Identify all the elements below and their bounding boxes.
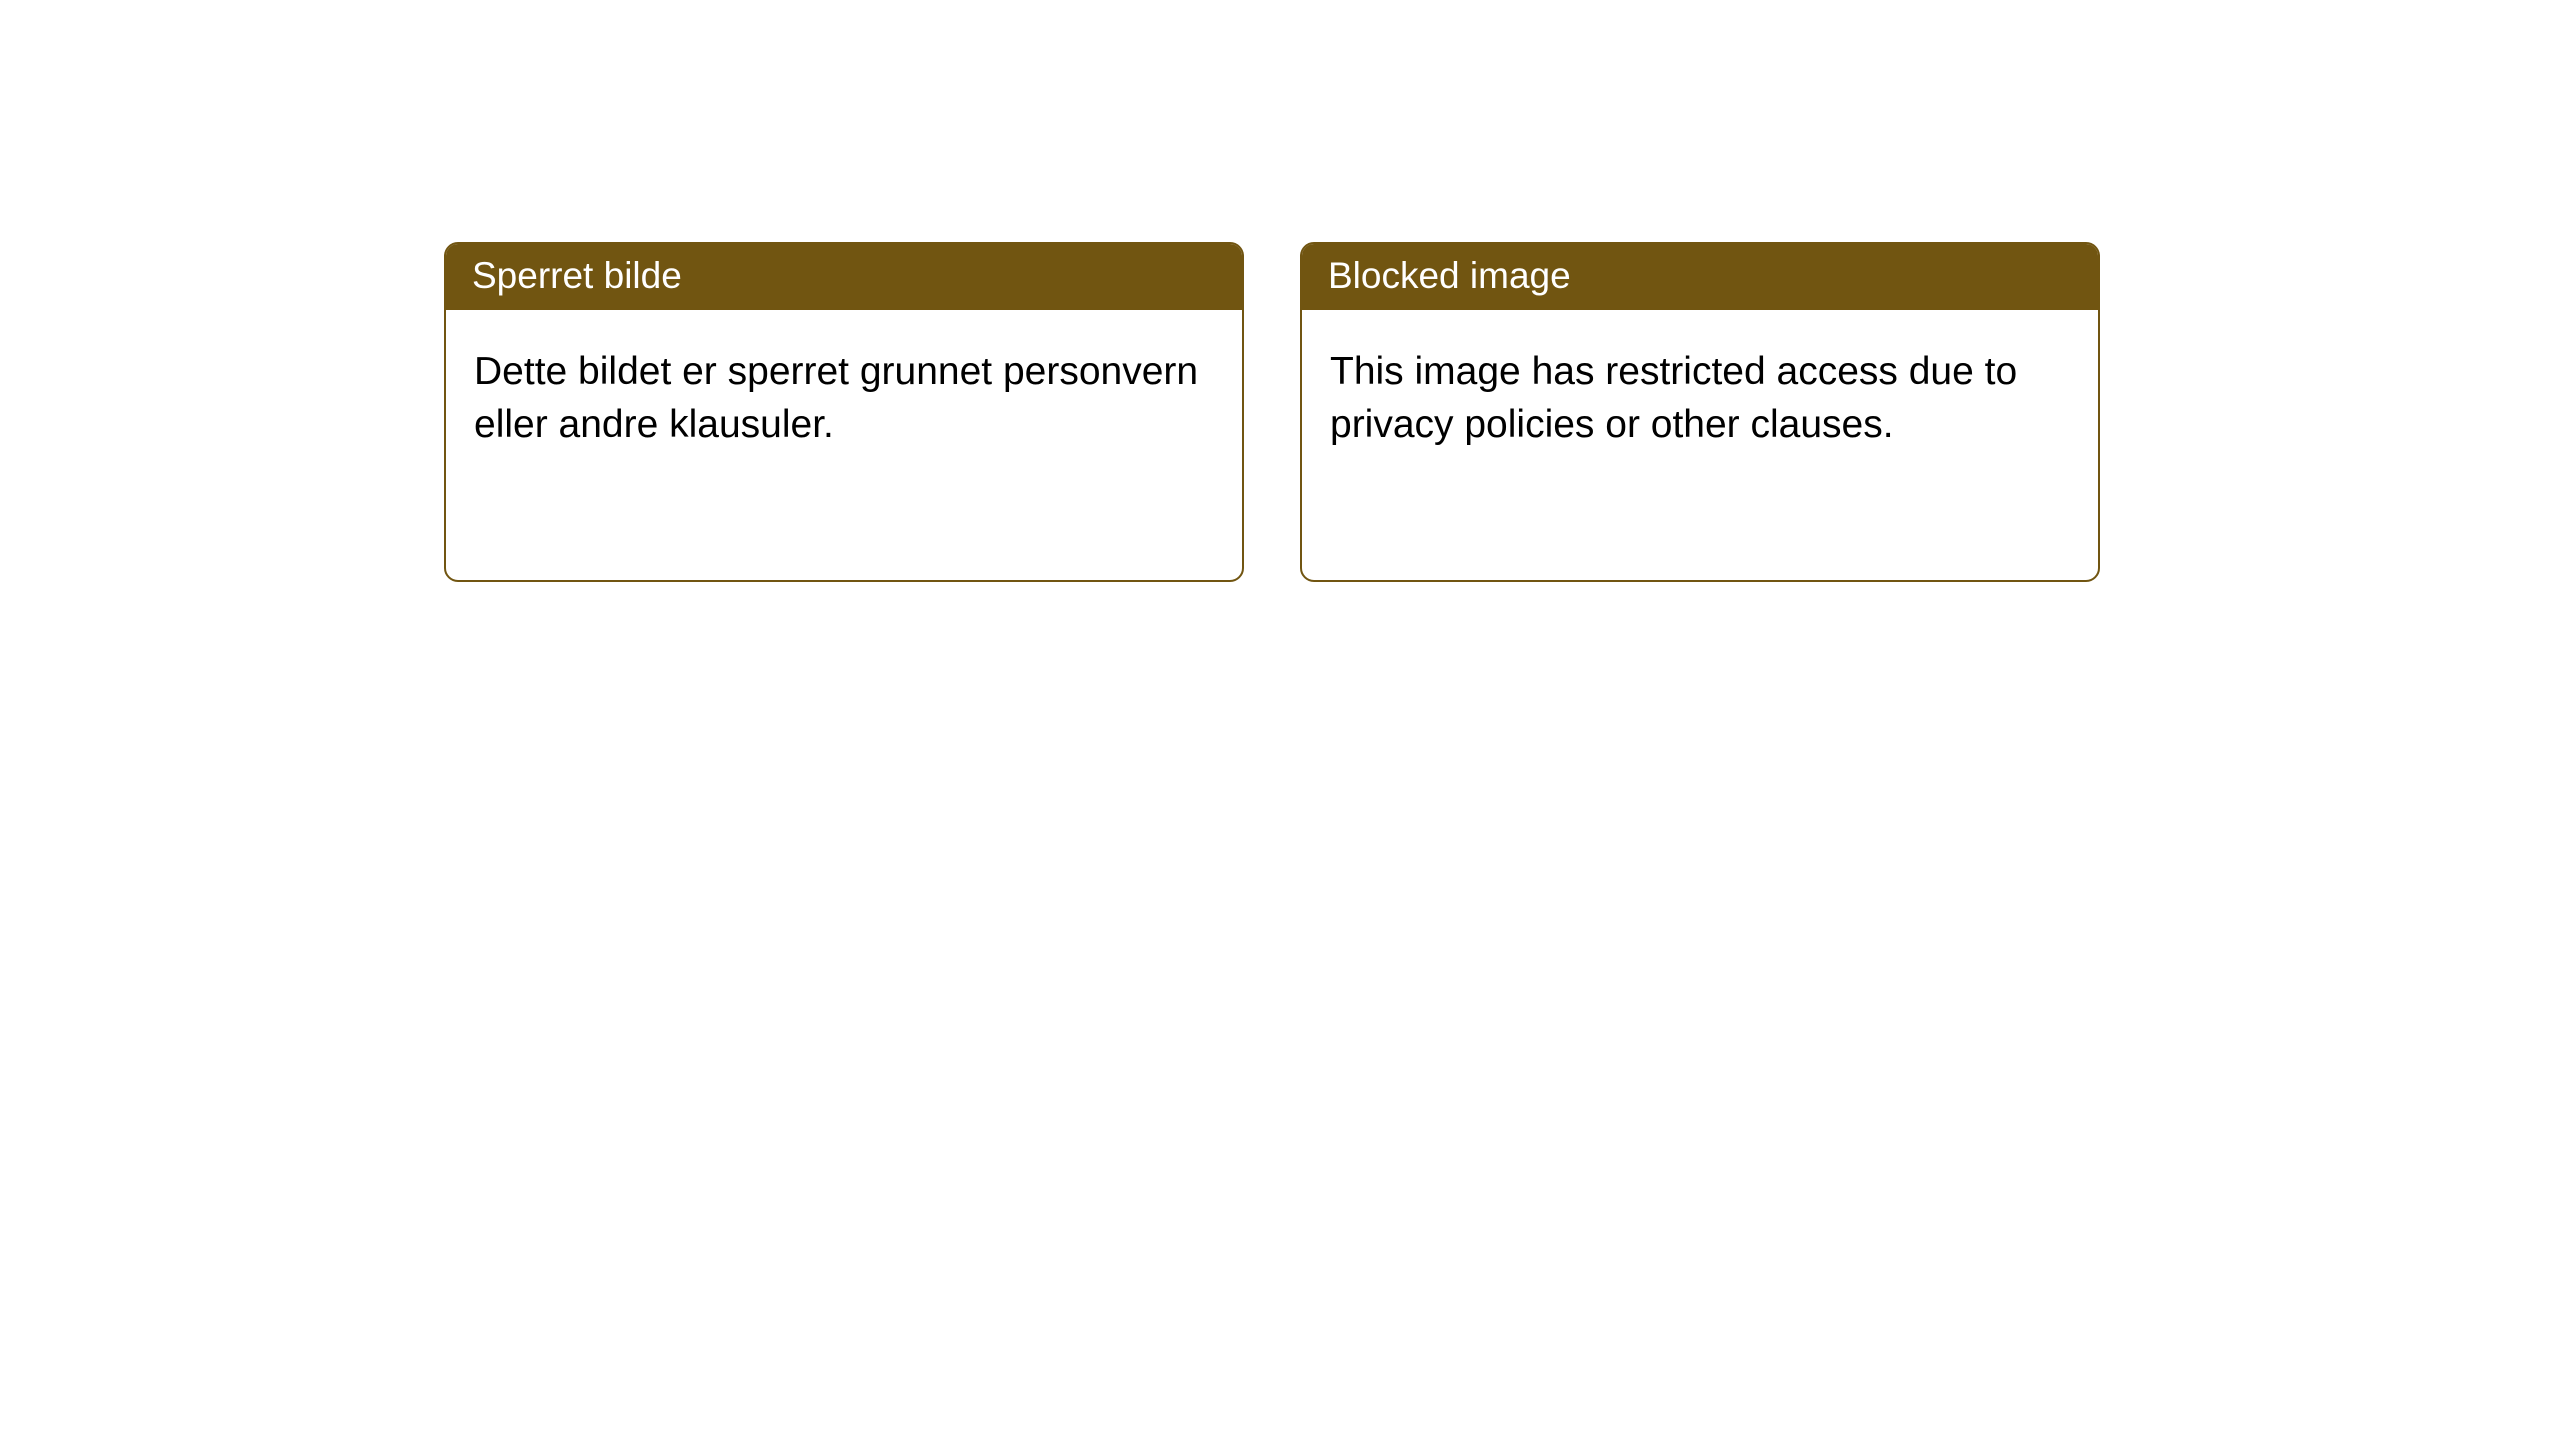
notice-card-english: Blocked image This image has restricted … [1300, 242, 2100, 582]
notice-cards-container: Sperret bilde Dette bildet er sperret gr… [0, 0, 2560, 582]
notice-card-title: Blocked image [1302, 244, 2098, 310]
notice-card-norwegian: Sperret bilde Dette bildet er sperret gr… [444, 242, 1244, 582]
notice-card-body: This image has restricted access due to … [1302, 310, 2098, 580]
notice-card-title: Sperret bilde [446, 244, 1242, 310]
notice-card-body: Dette bildet er sperret grunnet personve… [446, 310, 1242, 580]
